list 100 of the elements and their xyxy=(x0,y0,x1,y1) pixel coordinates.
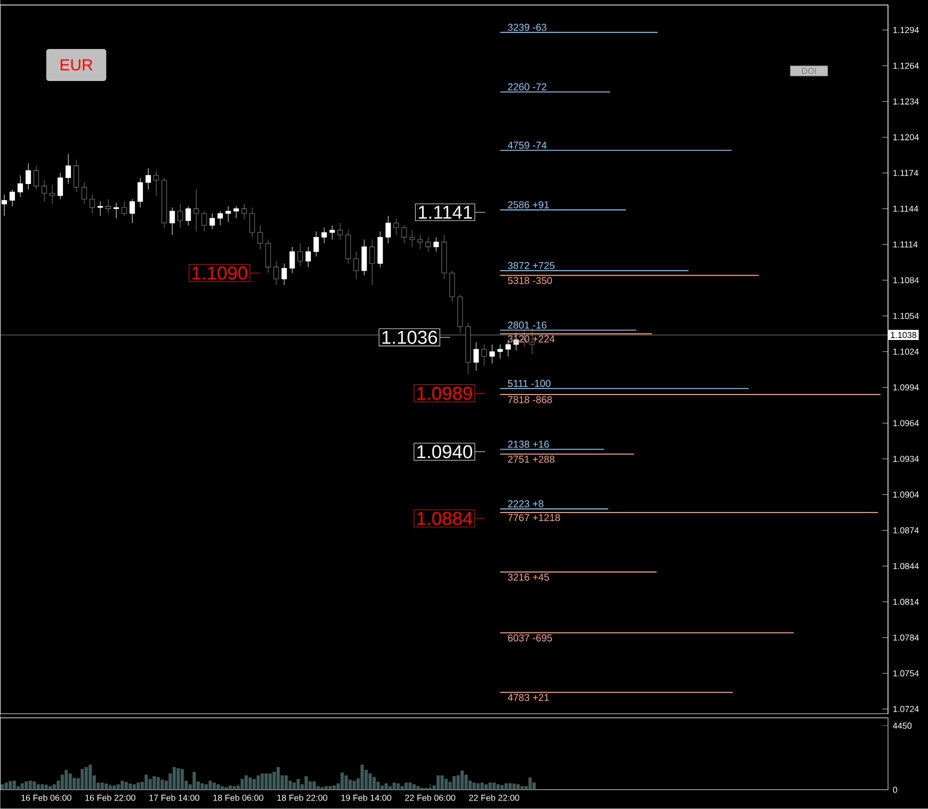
data-label: 4759 -74 xyxy=(508,142,547,149)
bar xyxy=(156,777,160,790)
bar xyxy=(12,780,16,790)
ref-line-label: 1.1090 xyxy=(192,266,248,280)
candlestick xyxy=(306,246,311,268)
candlestick xyxy=(346,230,351,264)
bar xyxy=(4,782,8,790)
candlestick xyxy=(298,243,303,266)
candlestick xyxy=(274,260,279,286)
bar xyxy=(436,775,440,790)
data-label: 7767 +1218 xyxy=(508,514,560,522)
bar xyxy=(384,783,388,790)
candlestick xyxy=(194,189,199,232)
bar xyxy=(128,784,132,790)
bar xyxy=(48,786,52,790)
bar xyxy=(348,780,352,790)
x-tick-label: 18 Feb 06:00 xyxy=(213,794,264,801)
bar xyxy=(264,774,268,790)
bar xyxy=(400,786,404,790)
bar xyxy=(32,782,36,790)
candlestick xyxy=(362,240,367,276)
bar xyxy=(392,782,396,790)
data-label: 7818 -868 xyxy=(508,396,552,404)
bar xyxy=(72,778,76,790)
y-tick-label: 1.1234 xyxy=(893,98,919,105)
bar xyxy=(368,774,372,790)
bar xyxy=(40,784,44,790)
candlestick xyxy=(170,207,175,236)
bar xyxy=(408,782,412,790)
bar xyxy=(152,776,156,790)
bar xyxy=(360,764,364,790)
bar xyxy=(476,783,480,790)
y-tick-label: 0 xyxy=(893,786,898,793)
candlestick xyxy=(202,210,207,232)
y-tick-label: 1.1264 xyxy=(893,62,919,69)
y-tick-label: 1.1114 xyxy=(893,242,918,248)
bar xyxy=(340,772,344,790)
candlestick xyxy=(242,204,247,220)
bar xyxy=(52,784,56,790)
data-label: 3239 -63 xyxy=(508,24,546,31)
data-label: 6037 -695 xyxy=(508,634,552,642)
bar xyxy=(204,784,208,790)
bar xyxy=(44,785,48,790)
candlestick xyxy=(226,206,231,222)
bar xyxy=(328,786,332,790)
candlestick xyxy=(186,206,191,226)
bar xyxy=(84,767,88,790)
bar xyxy=(0,784,4,790)
bar xyxy=(104,784,108,790)
bar xyxy=(68,774,72,790)
bar xyxy=(292,782,296,790)
bar xyxy=(36,784,40,790)
data-label: 4783 +21 xyxy=(508,694,549,702)
candlestick xyxy=(50,184,55,204)
y-tick-label: 1.0724 xyxy=(893,706,919,712)
data-label: 2260 -72 xyxy=(508,83,546,90)
data-label: 5111 -100 xyxy=(508,380,551,388)
bar xyxy=(244,775,248,790)
y-tick-label: 1.0994 xyxy=(893,384,919,391)
candlestick xyxy=(154,170,159,196)
candlestick xyxy=(74,160,79,192)
candlestick xyxy=(282,263,287,286)
candlestick xyxy=(10,189,15,207)
candlestick xyxy=(26,163,31,190)
y-tick-label: 1.0934 xyxy=(893,456,919,462)
bar xyxy=(508,783,512,790)
y-tick-label: 1.0754 xyxy=(893,670,919,676)
candlestick xyxy=(425,237,431,252)
bar xyxy=(464,774,468,790)
y-tick-label: 1.0964 xyxy=(893,420,919,426)
candlestick xyxy=(98,201,103,216)
candlestick xyxy=(34,166,39,190)
candlestick xyxy=(210,213,215,230)
ref-line-label: 1.0989 xyxy=(417,386,472,400)
candlestick xyxy=(82,182,87,204)
bar xyxy=(24,782,28,790)
bar xyxy=(416,786,420,790)
bar xyxy=(304,776,308,790)
bar xyxy=(192,772,196,790)
candlestick xyxy=(290,246,295,274)
bar xyxy=(496,784,500,790)
bar xyxy=(80,769,84,790)
x-tick-label: 16 Feb 22:00 xyxy=(85,794,136,801)
candlestick xyxy=(489,344,495,364)
bar xyxy=(200,783,204,790)
x-tick-label: 19 Feb 14:00 xyxy=(341,794,392,801)
bar xyxy=(116,784,120,790)
candlestick xyxy=(138,178,143,208)
bar xyxy=(248,778,252,790)
data-label: 2138 +16 xyxy=(508,440,549,448)
x-tick-label: 18 Feb 22:00 xyxy=(277,794,328,801)
bar xyxy=(296,779,300,790)
candlestick xyxy=(417,234,423,250)
bar xyxy=(452,776,456,790)
bar xyxy=(388,786,392,790)
data-label: 2751 +288 xyxy=(508,456,554,463)
candlestick xyxy=(234,206,239,219)
candlestick xyxy=(529,328,535,354)
bar xyxy=(220,786,224,790)
bar xyxy=(172,767,176,790)
